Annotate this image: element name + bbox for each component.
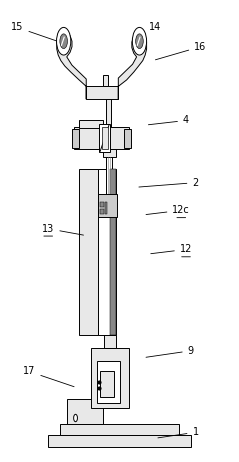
Bar [98, 194, 117, 217]
Text: 12c: 12c [146, 205, 190, 215]
Text: 14: 14 [138, 23, 161, 38]
Bar [97, 361, 120, 403]
Bar [106, 157, 112, 194]
Bar [72, 129, 79, 148]
Bar [79, 169, 98, 334]
Polygon shape [118, 33, 147, 99]
Polygon shape [57, 33, 86, 99]
Bar [99, 124, 110, 152]
Bar [67, 399, 103, 425]
Bar [102, 127, 108, 149]
Bar [124, 129, 131, 148]
Text: 13: 13 [42, 224, 83, 235]
Bar [103, 75, 108, 86]
Text: 15: 15 [11, 23, 57, 41]
Bar [99, 209, 104, 214]
Bar [99, 201, 104, 207]
Bar [48, 435, 191, 448]
Bar [109, 169, 116, 334]
Circle shape [60, 34, 67, 49]
Bar [105, 201, 107, 214]
Text: 9: 9 [146, 346, 194, 357]
Bar [103, 149, 116, 157]
Circle shape [57, 27, 71, 55]
Bar [91, 348, 129, 408]
Bar [100, 371, 114, 397]
Text: 2: 2 [139, 177, 199, 188]
Bar [86, 86, 118, 99]
Circle shape [74, 414, 77, 422]
Text: 12: 12 [151, 244, 192, 255]
Bar [106, 99, 111, 127]
Bar [98, 169, 116, 334]
Text: 4: 4 [148, 116, 189, 126]
Bar [74, 127, 129, 149]
Bar [79, 120, 103, 128]
Circle shape [132, 27, 147, 55]
Text: 17: 17 [23, 366, 74, 387]
Text: 1: 1 [158, 427, 199, 438]
Circle shape [136, 34, 143, 49]
Bar [60, 425, 179, 435]
Bar [104, 334, 116, 348]
Text: 16: 16 [155, 42, 206, 60]
